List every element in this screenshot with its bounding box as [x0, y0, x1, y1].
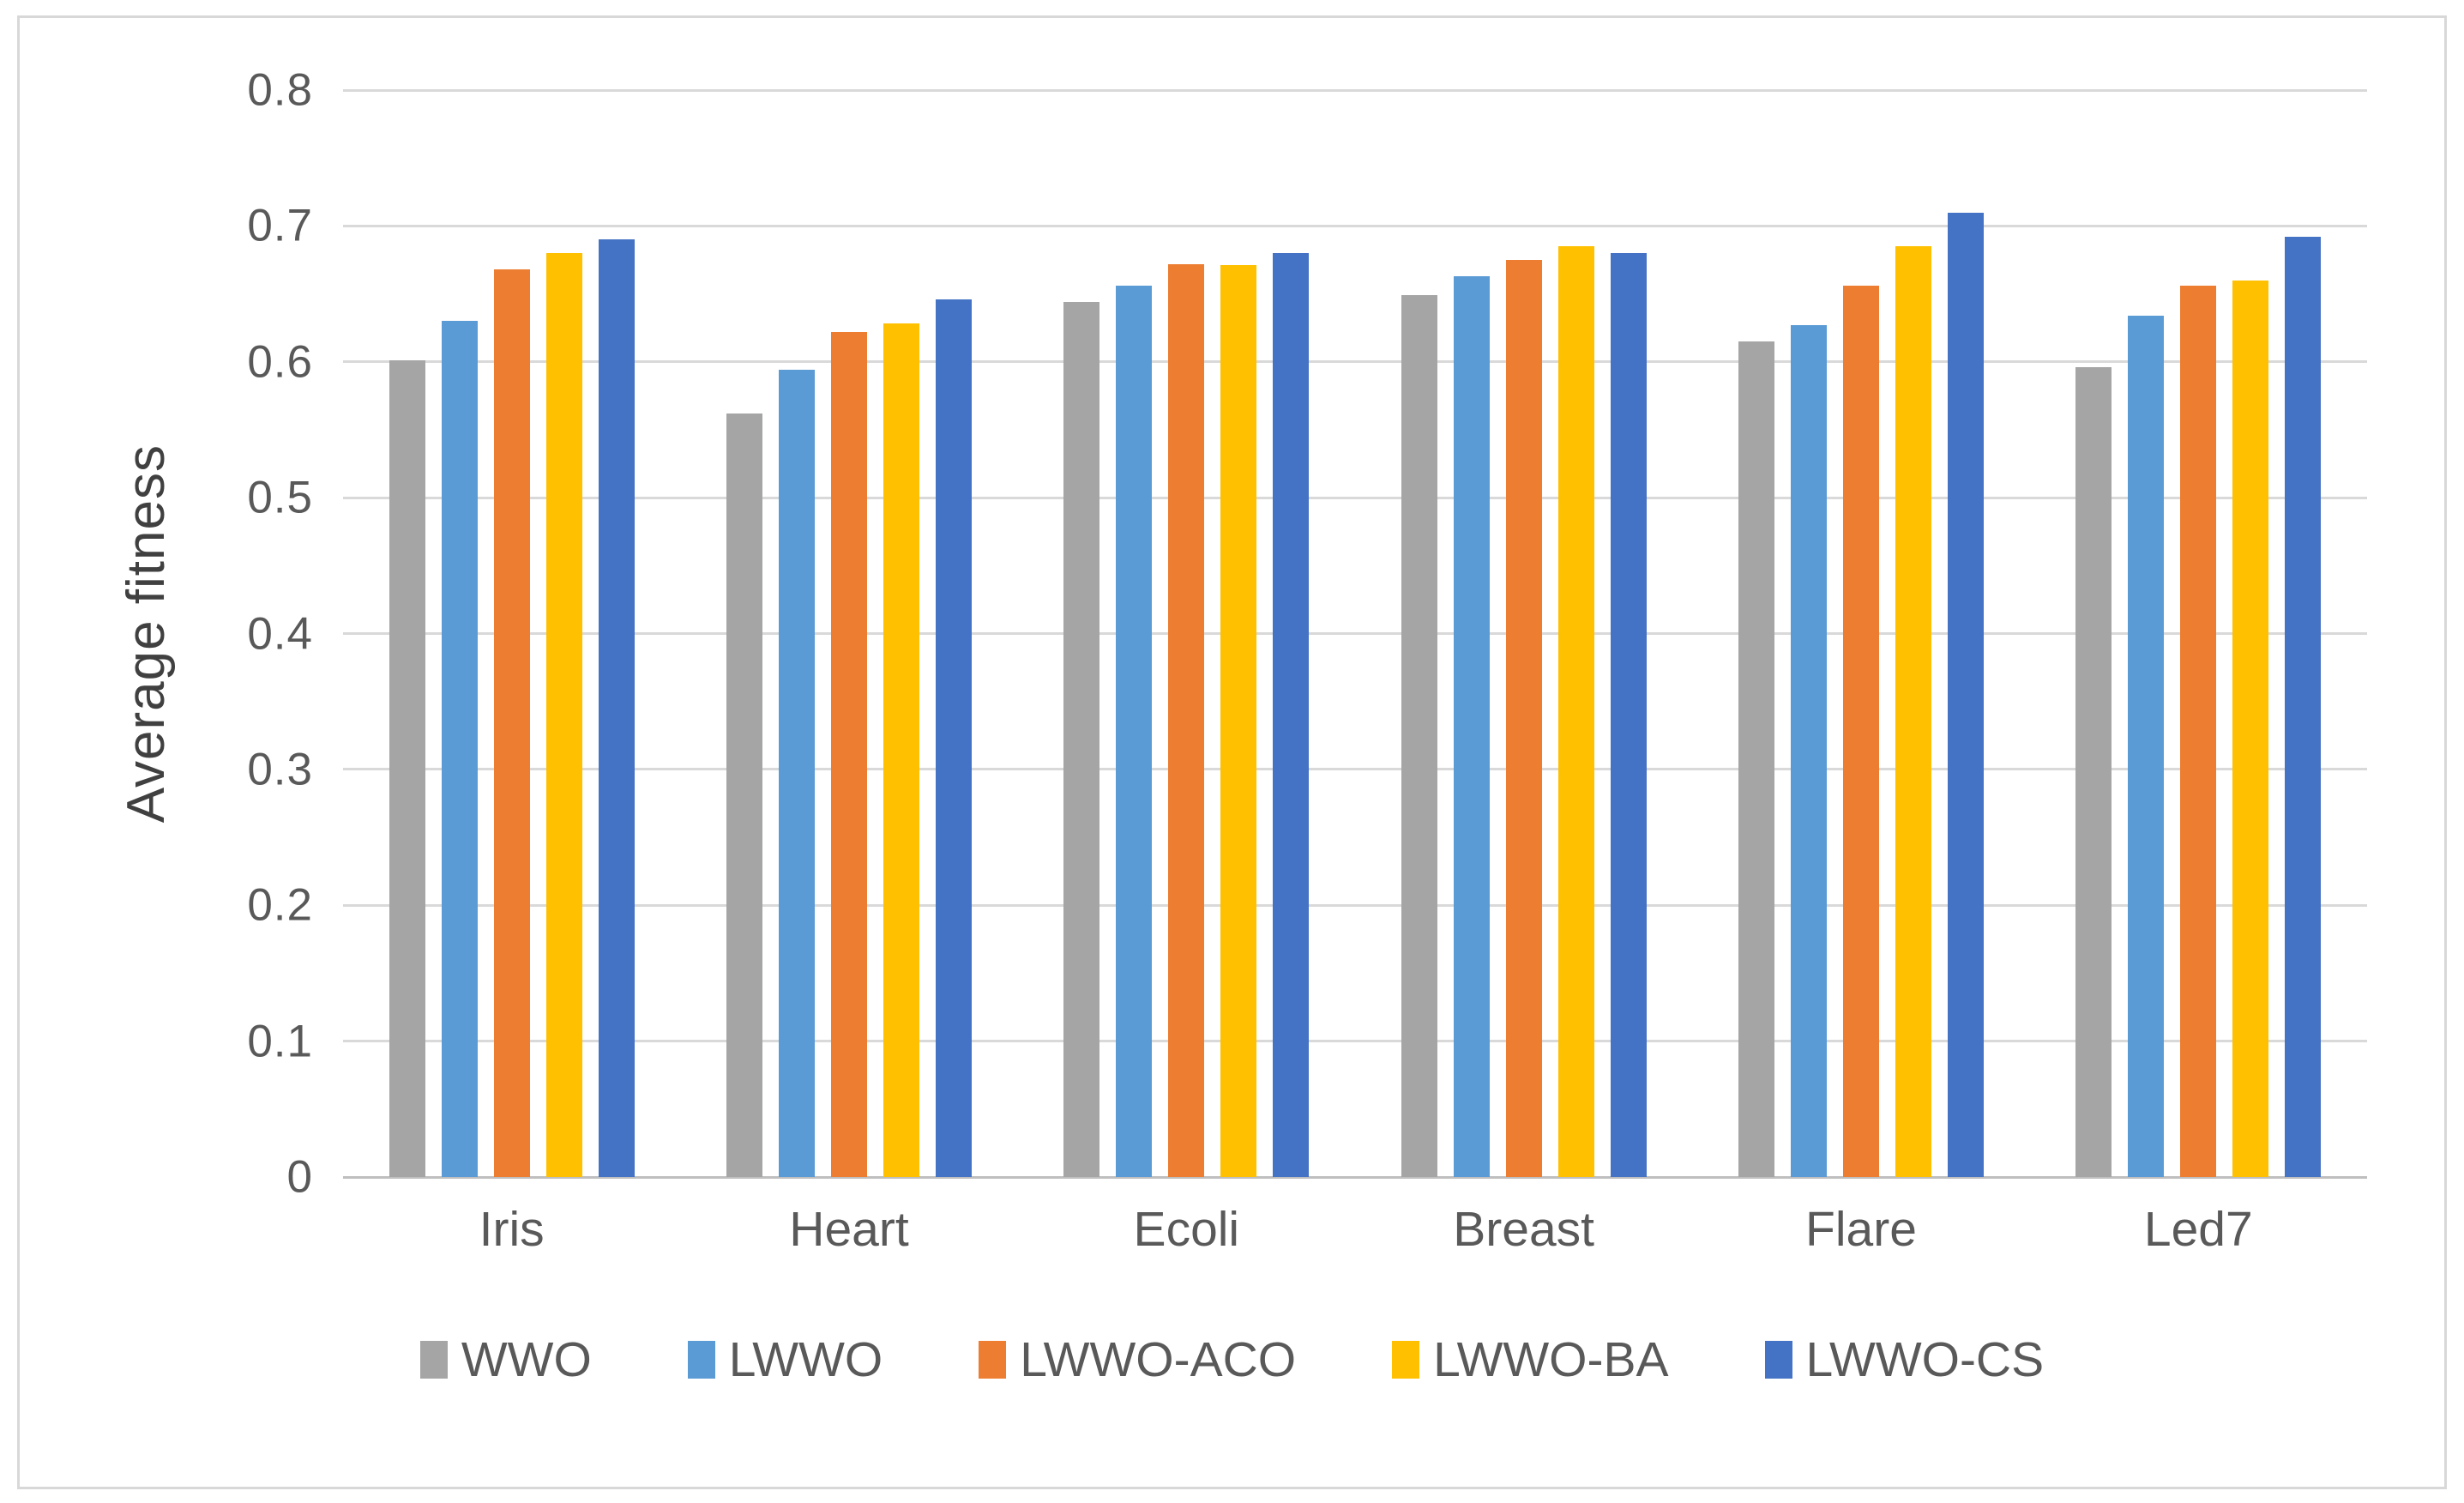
bar-lwwo-cs-iris: [598, 239, 635, 1177]
legend-swatch-lwwo-cs: [1764, 1341, 1792, 1379]
bar-group-led7: [2030, 90, 2367, 1177]
bar-lwwo-cs-heart: [935, 299, 972, 1177]
bar-lwwo-aco-breast: [1505, 259, 1542, 1177]
bar-lwwo-ba-heart: [883, 323, 919, 1177]
bar-group-flare: [1692, 90, 2029, 1177]
y-axis-ticks: 0.8 0.7 0.6 0.5 0.4 0.3 0.2 0.1 0: [0, 65, 313, 1203]
bar-group-ecoli: [1018, 90, 1355, 1177]
legend-label: LWWO-BA: [1433, 1332, 1669, 1387]
bar-group-heart: [680, 90, 1017, 1177]
legend-swatch-wwo: [419, 1341, 448, 1379]
gridline: [343, 360, 2367, 364]
bar-group-iris: [343, 90, 680, 1177]
bar-groups: [343, 90, 2367, 1177]
x-category-label-heart: Heart: [789, 1202, 909, 1257]
bar-wwo-iris: [389, 360, 425, 1177]
bar-lwwo-ba-iris: [545, 253, 582, 1177]
x-category-label-breast: Breast: [1453, 1202, 1595, 1257]
bar-lwwo-flare: [1790, 325, 1827, 1177]
bar-lwwo-aco-led7: [2180, 286, 2217, 1177]
bar-wwo-breast: [1401, 295, 1437, 1177]
gridline: [343, 496, 2367, 499]
legend-label: LWWO-ACO: [1020, 1332, 1297, 1387]
y-tick-label: 0.2: [247, 879, 313, 931]
legend-swatch-lwwo-ba: [1392, 1341, 1420, 1379]
y-tick-label: 0.1: [247, 1016, 313, 1067]
y-tick-label: 0.6: [247, 336, 313, 388]
legend-item-lwwo-aco: LWWO-ACO: [979, 1331, 1296, 1388]
legend-label: LWWO: [728, 1332, 883, 1387]
bar-lwwo-heart: [778, 370, 815, 1177]
gridline: [343, 903, 2367, 907]
gridline: [343, 224, 2367, 227]
gridline: [343, 632, 2367, 635]
bar-lwwo-led7: [2128, 315, 2165, 1177]
legend: WWO LWWO LWWO-ACO LWWO-BA LWWO-CS: [0, 1331, 2464, 1388]
bar-lwwo-ba-led7: [2232, 280, 2269, 1177]
bar-wwo-led7: [2075, 367, 2112, 1177]
x-category-label-iris: Iris: [479, 1202, 545, 1257]
x-category-label-led7: Led7: [2143, 1202, 2253, 1257]
legend-item-lwwo-ba: LWWO-BA: [1392, 1331, 1669, 1388]
y-tick-label: 0.3: [247, 744, 313, 795]
gridline: [343, 88, 2367, 92]
legend-label: LWWO-CS: [1805, 1332, 2045, 1387]
y-tick-label: 0.7: [247, 200, 313, 251]
bar-lwwo-breast: [1453, 275, 1490, 1177]
bar-group-breast: [1355, 90, 1692, 1177]
x-category-label-flare: Flare: [1805, 1202, 1917, 1257]
bar-lwwo-ba-breast: [1557, 246, 1594, 1177]
y-tick-label: 0.5: [247, 472, 313, 523]
bar-wwo-ecoli: [1063, 302, 1100, 1177]
bar-lwwo-cs-breast: [1610, 253, 1647, 1177]
bar-lwwo-ecoli: [1116, 286, 1153, 1177]
legend-swatch-lwwo: [687, 1341, 715, 1379]
y-tick-label: 0: [286, 1151, 313, 1203]
legend-item-lwwo-cs: LWWO-CS: [1764, 1331, 2045, 1388]
bar-lwwo-aco-ecoli: [1168, 263, 1205, 1177]
plot-area: [343, 88, 2367, 1179]
x-axis-line: [343, 1175, 2367, 1179]
legend-item-wwo: WWO: [419, 1331, 592, 1388]
bar-wwo-heart: [726, 413, 762, 1177]
legend-swatch-lwwo-aco: [979, 1341, 1007, 1379]
y-tick-label: 0.4: [247, 608, 313, 659]
bar-lwwo-aco-flare: [1842, 286, 1879, 1177]
bar-lwwo-cs-flare: [1947, 212, 1984, 1177]
bar-lwwo-cs-led7: [2285, 237, 2322, 1177]
bar-lwwo-iris: [441, 321, 478, 1177]
bar-lwwo-aco-iris: [493, 269, 530, 1177]
gridline: [343, 768, 2367, 771]
legend-label: WWO: [461, 1332, 592, 1387]
bar-lwwo-aco-heart: [830, 331, 867, 1177]
bar-lwwo-ba-ecoli: [1220, 265, 1257, 1177]
bar-lwwo-cs-ecoli: [1273, 253, 1310, 1177]
bar-lwwo-ba-flare: [1895, 246, 1931, 1177]
gridline: [343, 1040, 2367, 1043]
y-tick-label: 0.8: [247, 64, 313, 116]
x-category-label-ecoli: Ecoli: [1133, 1202, 1240, 1257]
x-axis-labels: Iris Heart Ecoli Breast Flare Led7: [343, 1201, 2367, 1258]
bar-wwo-flare: [1738, 341, 1774, 1177]
legend-item-lwwo: LWWO: [687, 1331, 883, 1388]
